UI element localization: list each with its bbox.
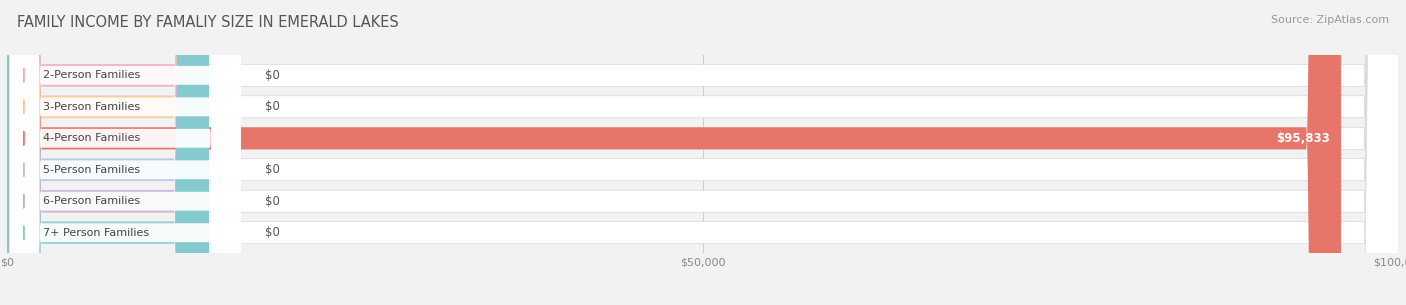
- FancyBboxPatch shape: [7, 0, 209, 305]
- FancyBboxPatch shape: [7, 0, 1399, 305]
- Text: $0: $0: [264, 69, 280, 82]
- FancyBboxPatch shape: [10, 0, 240, 305]
- Text: 4-Person Families: 4-Person Families: [44, 133, 141, 143]
- Text: $0: $0: [264, 195, 280, 208]
- FancyBboxPatch shape: [7, 0, 1399, 305]
- Text: 6-Person Families: 6-Person Families: [44, 196, 141, 206]
- FancyBboxPatch shape: [10, 0, 240, 305]
- FancyBboxPatch shape: [10, 0, 240, 305]
- Text: $0: $0: [264, 163, 280, 176]
- FancyBboxPatch shape: [7, 0, 209, 305]
- Text: $0: $0: [264, 226, 280, 239]
- Text: Source: ZipAtlas.com: Source: ZipAtlas.com: [1271, 15, 1389, 25]
- Text: $95,833: $95,833: [1277, 132, 1330, 145]
- FancyBboxPatch shape: [7, 0, 209, 305]
- Text: $0: $0: [264, 100, 280, 113]
- FancyBboxPatch shape: [7, 0, 209, 305]
- Text: 2-Person Families: 2-Person Families: [44, 70, 141, 80]
- FancyBboxPatch shape: [7, 0, 1399, 305]
- FancyBboxPatch shape: [10, 0, 240, 305]
- FancyBboxPatch shape: [7, 0, 1399, 305]
- Text: 3-Person Families: 3-Person Families: [44, 102, 141, 112]
- FancyBboxPatch shape: [10, 0, 240, 305]
- FancyBboxPatch shape: [7, 0, 1341, 305]
- FancyBboxPatch shape: [10, 0, 240, 305]
- Text: 5-Person Families: 5-Person Families: [44, 165, 141, 175]
- FancyBboxPatch shape: [7, 0, 1399, 305]
- Text: FAMILY INCOME BY FAMALIY SIZE IN EMERALD LAKES: FAMILY INCOME BY FAMALIY SIZE IN EMERALD…: [17, 15, 399, 30]
- FancyBboxPatch shape: [7, 0, 1399, 305]
- Text: 7+ Person Families: 7+ Person Families: [44, 228, 149, 238]
- FancyBboxPatch shape: [7, 0, 209, 305]
